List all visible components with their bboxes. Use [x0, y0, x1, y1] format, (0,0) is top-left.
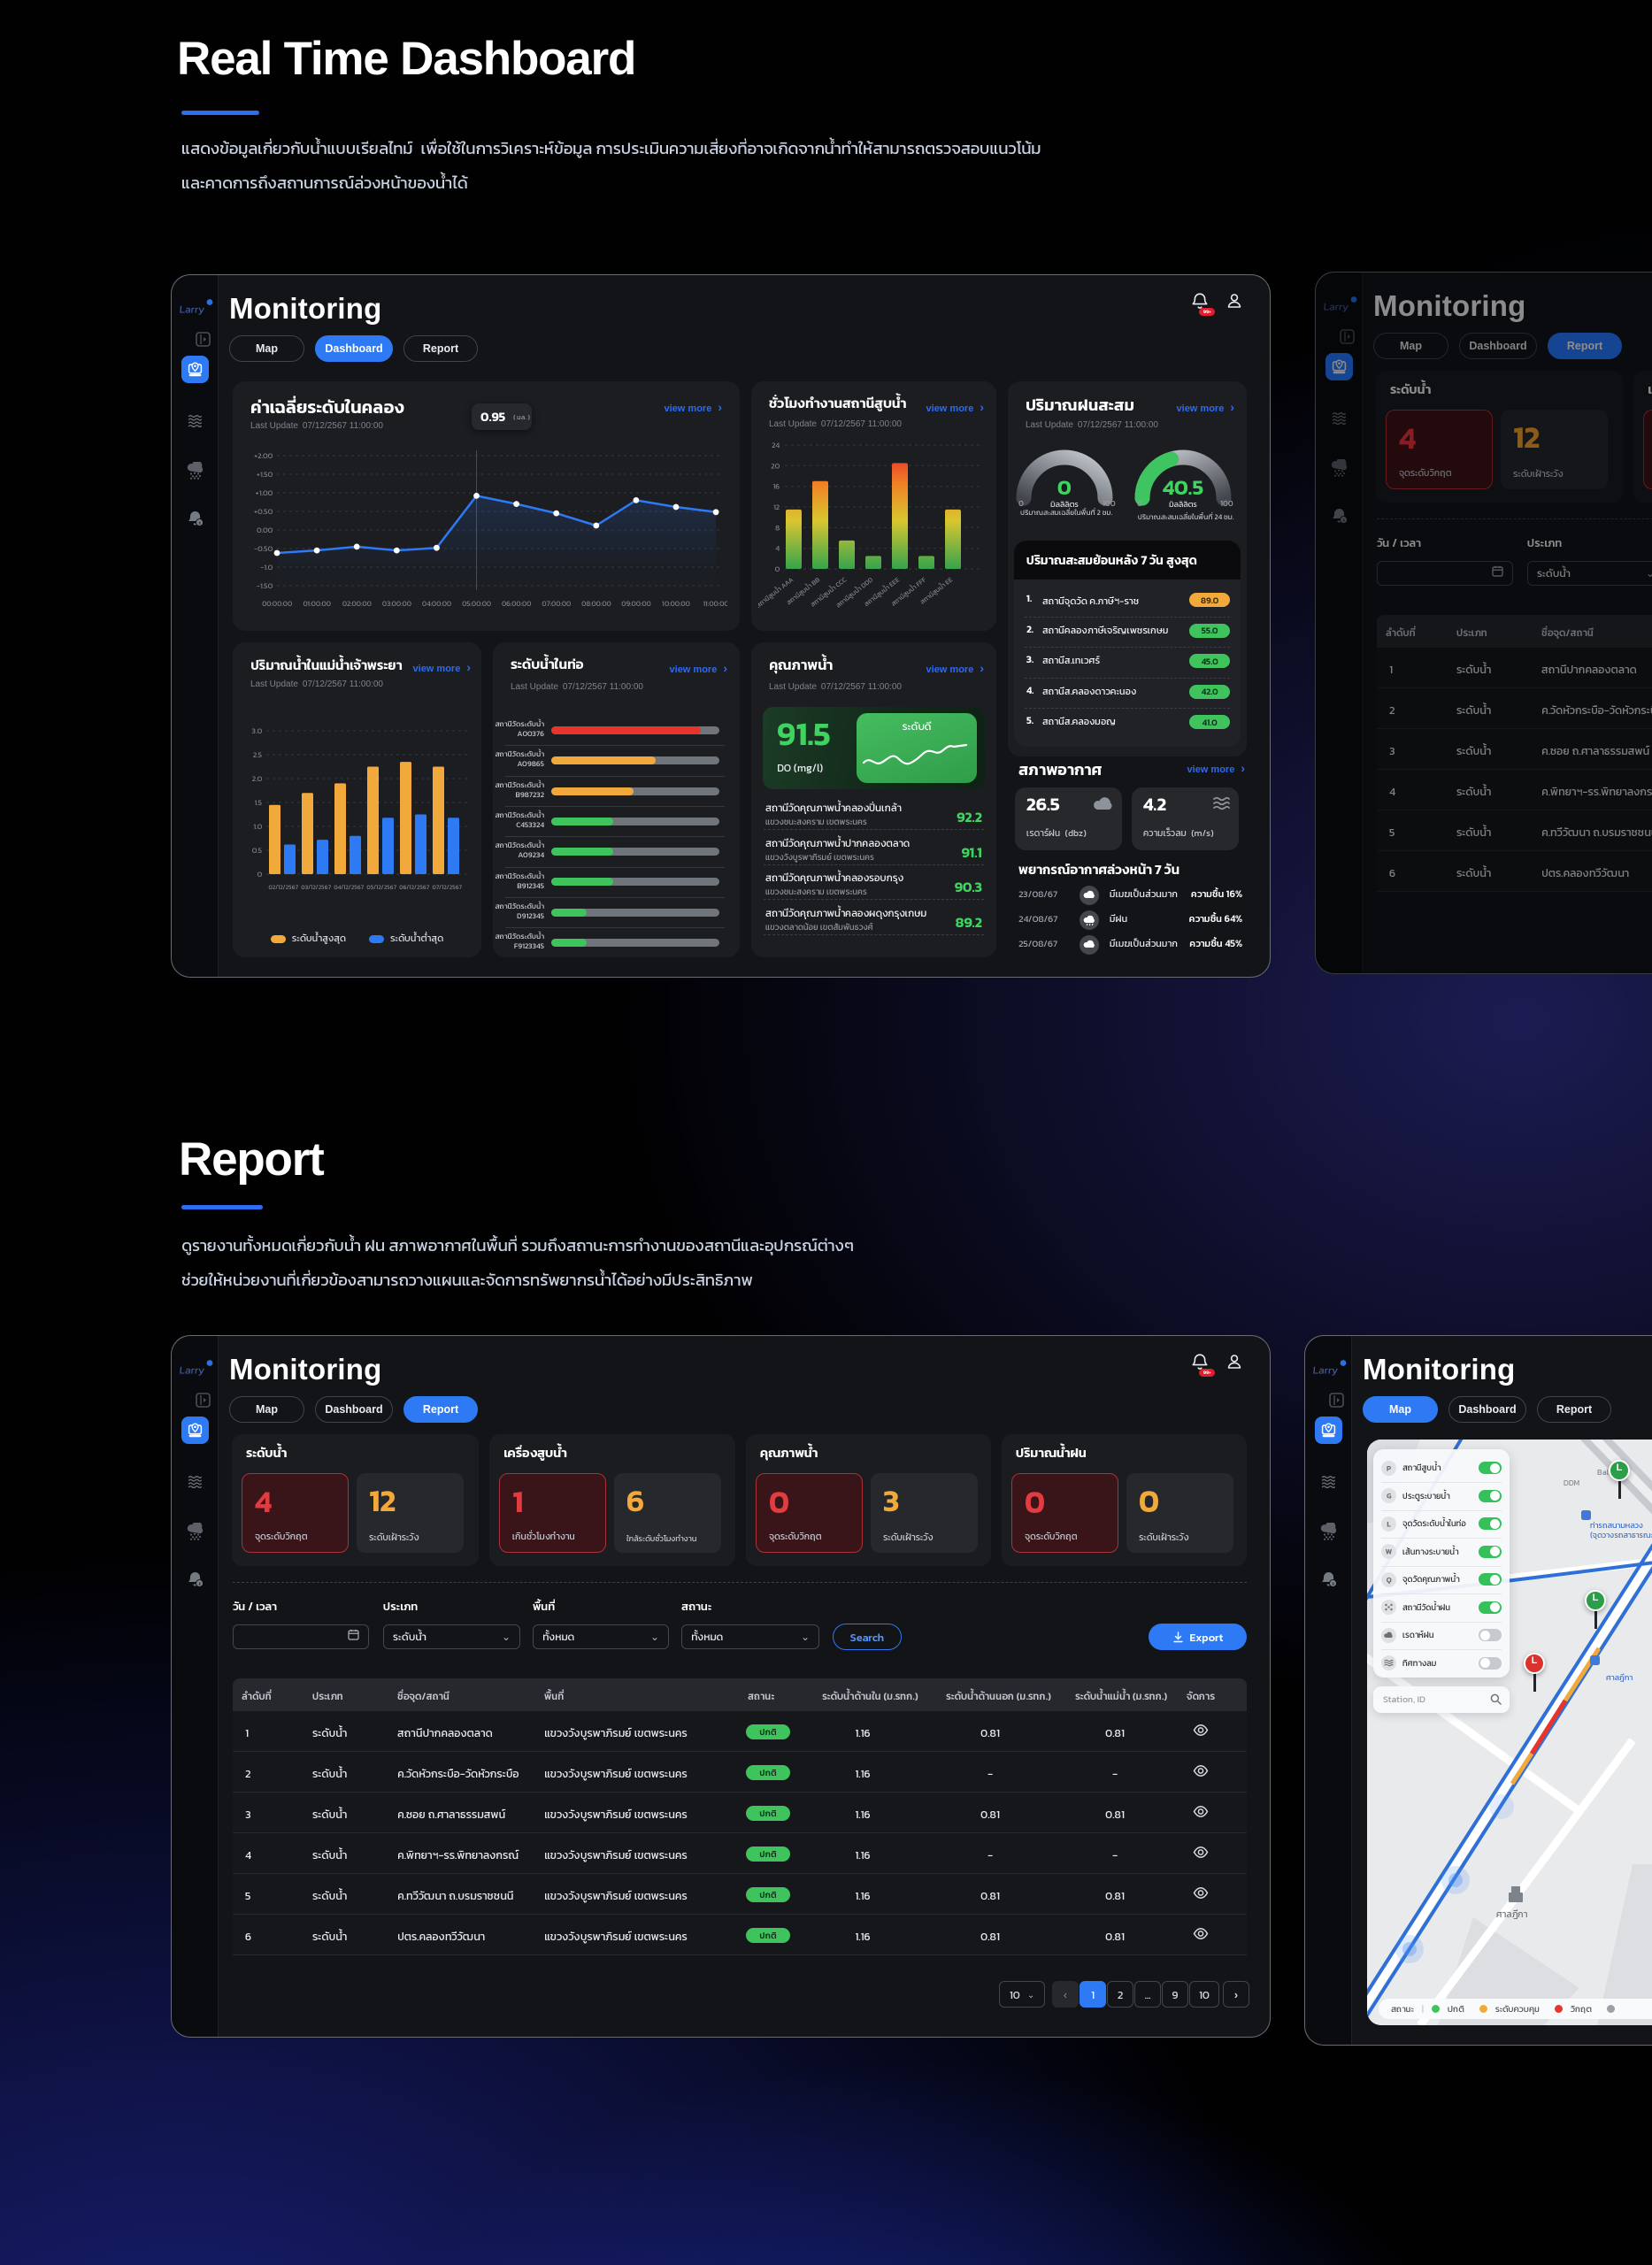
- svg-text:P: P: [1387, 1463, 1392, 1474]
- svg-text:05:00:00: 05:00:00: [462, 599, 491, 610]
- svg-text:16: 16: [772, 482, 780, 493]
- svg-text:W: W: [1386, 1547, 1393, 1558]
- svg-text:0.5: 0.5: [252, 846, 262, 856]
- svg-text:-1.0: -1.0: [260, 563, 273, 573]
- svg-text:0: 0: [1018, 497, 1024, 510]
- svg-text:09:00:00: 09:00:00: [621, 599, 651, 610]
- svg-text:0: 0: [257, 870, 262, 880]
- svg-text:04:00:00: 04:00:00: [422, 599, 451, 610]
- svg-text:+2.00: +2.00: [254, 451, 273, 462]
- svg-text:24: 24: [772, 441, 780, 451]
- svg-text:07/12/2567: 07/12/2567: [432, 883, 462, 892]
- svg-text:G: G: [1387, 1492, 1393, 1502]
- svg-text:03/12/2567: 03/12/2567: [301, 883, 331, 892]
- svg-text:06/12/2567: 06/12/2567: [399, 883, 429, 892]
- svg-text:0.00: 0.00: [257, 526, 273, 536]
- svg-text:4: 4: [775, 544, 780, 555]
- svg-text:2.5: 2.5: [253, 750, 262, 761]
- svg-text:07:00:00: 07:00:00: [542, 599, 571, 610]
- svg-text:06:00:00: 06:00:00: [502, 599, 532, 610]
- svg-text:11:00:00: 11:00:00: [703, 599, 727, 610]
- svg-text:08:00:00: 08:00:00: [581, 599, 611, 610]
- svg-text:8: 8: [775, 523, 780, 534]
- svg-text:2.0: 2.0: [252, 774, 262, 785]
- svg-text:!: !: [1343, 518, 1344, 525]
- svg-text:ศาลฎีกา: ศาลฎีกา: [1606, 1671, 1633, 1684]
- svg-text:-1.50: -1.50: [257, 581, 273, 592]
- svg-text:DDM: DDM: [1564, 1477, 1580, 1489]
- svg-text:-0.50: -0.50: [254, 544, 273, 555]
- svg-text:+1.00: +1.00: [256, 488, 273, 499]
- svg-text:(จุดวางรถสาธารณะ): (จุดวางรถสาธารณะ): [1590, 1529, 1652, 1541]
- svg-text:40.5: 40.5: [1163, 472, 1203, 503]
- svg-text:+1.50: +1.50: [257, 470, 273, 480]
- svg-text:Larry: Larry: [1313, 1363, 1339, 1378]
- svg-text:0: 0: [774, 564, 780, 575]
- svg-text:0: 0: [1137, 497, 1142, 510]
- svg-text:L: L: [1387, 1519, 1391, 1530]
- svg-text:!: !: [199, 520, 200, 527]
- svg-text:Larry: Larry: [180, 1363, 205, 1378]
- svg-text:100: 100: [1220, 497, 1233, 510]
- svg-text:01:00:00: 01:00:00: [303, 599, 330, 610]
- svg-text:มิลลิลิตร: มิลลิลิตร: [1169, 498, 1197, 511]
- svg-text:20: 20: [771, 461, 780, 472]
- svg-text:+0.50: +0.50: [254, 507, 273, 518]
- svg-text:04/12/2567: 04/12/2567: [334, 883, 364, 892]
- svg-text:02:00:00: 02:00:00: [342, 599, 372, 610]
- svg-text:Q: Q: [1387, 1575, 1393, 1586]
- svg-text:Larry: Larry: [1324, 299, 1349, 315]
- svg-text:05/12/2567: 05/12/2567: [366, 883, 396, 892]
- svg-text:มิลลิลิตร: มิลลิลิตร: [1050, 498, 1079, 511]
- svg-text:12: 12: [773, 503, 780, 513]
- svg-text:3.0: 3.0: [252, 726, 262, 737]
- svg-text:03:00:00: 03:00:00: [382, 599, 411, 610]
- svg-text:Larry: Larry: [180, 302, 205, 318]
- svg-text:02/12/2567: 02/12/2567: [268, 883, 298, 892]
- svg-text:1.0: 1.0: [253, 822, 262, 833]
- svg-text:ศาลฎีกา: ศาลฎีกา: [1496, 1908, 1527, 1922]
- svg-text:100: 100: [1103, 497, 1116, 510]
- svg-text:00:00:00: 00:00:00: [262, 599, 292, 610]
- svg-text:1.5: 1.5: [254, 798, 262, 809]
- svg-text:10:00:00: 10:00:00: [662, 599, 689, 610]
- svg-text:ท่ารถสนามหลวง: ท่ารถสนามหลวง: [1590, 1519, 1643, 1532]
- svg-text:!: !: [199, 1581, 200, 1588]
- svg-text:0: 0: [1057, 472, 1072, 503]
